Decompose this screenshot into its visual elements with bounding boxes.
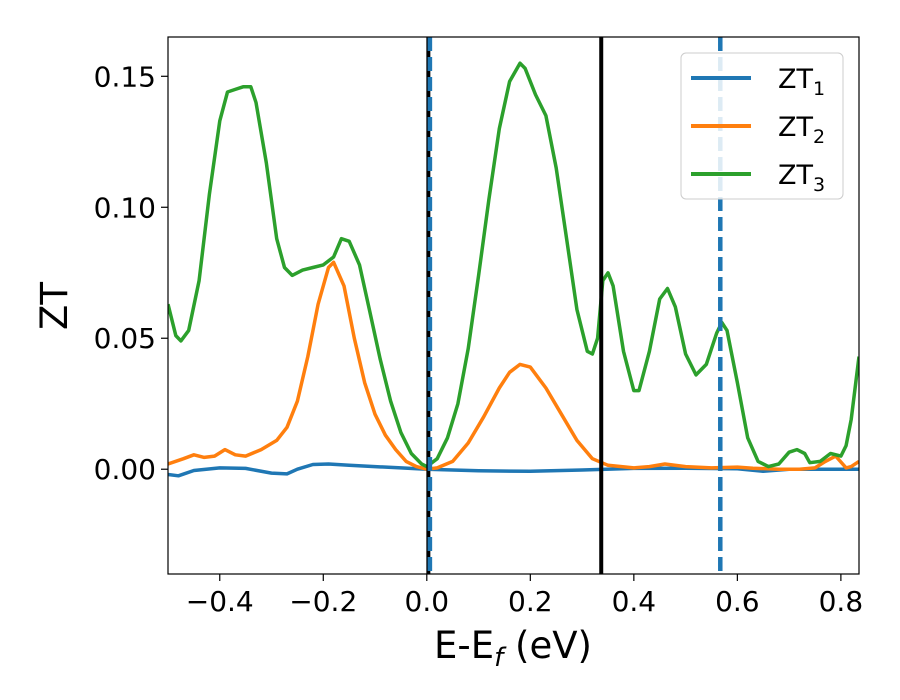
x-tick-label: 0.8 [819,585,864,618]
series-line-zt2 [168,260,859,471]
x-tick-label: 0.0 [405,585,450,618]
svg-text:ZT3: ZT3 [778,160,825,196]
legend-sub-zt3: 3 [813,174,825,196]
legend-label-zt2: ZT [778,112,813,143]
svg-text:ZT1: ZT1 [778,64,825,100]
y-tick-label: 0.10 [94,191,156,224]
x-tick-label: −0.4 [186,585,254,618]
legend-item-zt2: ZT2 [691,112,825,148]
x-axis-label-unit: (eV) [503,624,592,667]
legend: ZT1 ZT2 ZT3 [680,52,844,200]
series-line-zt3 [168,61,859,469]
svg-text:ZT2: ZT2 [778,112,825,148]
legend-sub-zt2: 2 [813,126,825,148]
legend-sub-zt1: 1 [813,78,825,100]
plot-area-frame [167,36,860,575]
legend-label-zt3: ZT [778,160,813,191]
y-axis-label: ZT [33,282,76,330]
x-tick-label: −0.2 [289,585,357,618]
y-tick-label: 0.05 [94,322,156,355]
legend-label-zt1: ZT [778,64,813,95]
legend-item-zt1: ZT1 [691,64,825,100]
y-tick-label: 0.00 [94,453,156,486]
x-tick-label: 0.6 [715,585,760,618]
x-tick-label: 0.4 [612,585,657,618]
x-axis-label-main: E-E [434,624,494,667]
legend-box [680,52,844,200]
x-tick-label: 0.2 [508,585,553,618]
x-axis-label: E-Ef (eV) [434,624,592,673]
y-tick-label: 0.15 [94,60,156,93]
legend-item-zt3: ZT3 [691,160,825,196]
